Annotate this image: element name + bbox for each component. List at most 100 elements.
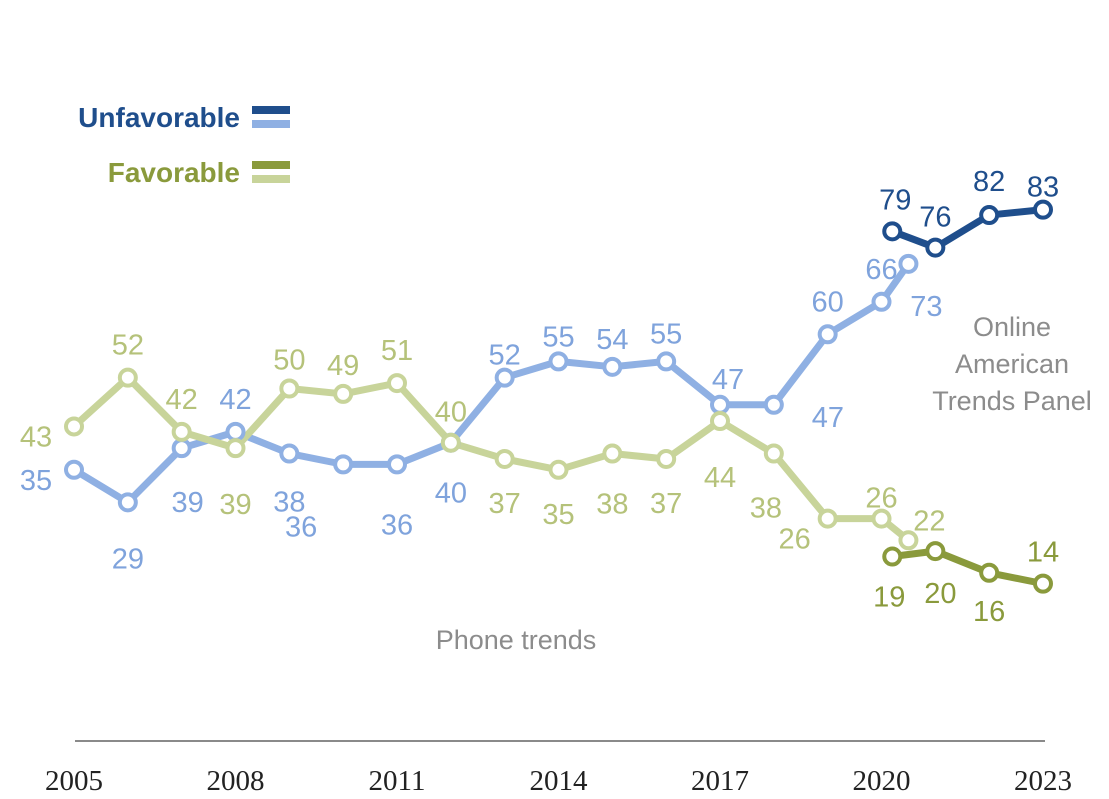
x-tick-label: 2005: [45, 765, 103, 797]
data-point: [494, 367, 515, 388]
data-label: 52: [112, 330, 144, 362]
series-points: [64, 199, 1053, 594]
data-label: 52: [489, 340, 521, 372]
data-point: [279, 378, 300, 399]
data-label: 47: [812, 402, 844, 434]
data-point: [882, 221, 903, 242]
data-point: [882, 546, 903, 567]
data-point: [817, 508, 838, 529]
data-label: 37: [489, 488, 521, 520]
legend: Unfavorable Favorable: [78, 102, 290, 188]
data-label: 43: [20, 421, 52, 453]
data-label: 26: [779, 524, 811, 556]
legend-swatch-unfavorable-phone: [252, 120, 290, 128]
data-point: [333, 454, 354, 475]
data-label: 38: [750, 493, 782, 525]
data-label: 29: [112, 543, 144, 575]
data-label: 54: [596, 324, 628, 356]
data-label: 36: [285, 511, 317, 543]
x-axis-ticks: 2005 2008 2011 2014 2017 2020 2023: [45, 765, 1072, 797]
data-point: [871, 291, 892, 312]
data-label: 49: [327, 350, 359, 382]
x-tick-label: 2017: [691, 765, 749, 797]
data-point: [602, 356, 623, 377]
data-label: 55: [650, 318, 682, 350]
data-point: [979, 205, 1000, 226]
data-point: [710, 394, 730, 415]
data-label: 38: [273, 487, 305, 519]
data-point: [440, 432, 461, 453]
data-label: 40: [435, 478, 467, 510]
legend-swatch-favorable-online: [252, 161, 290, 169]
data-point: [387, 454, 407, 475]
data-label: 66: [865, 254, 897, 286]
data-point: [225, 421, 246, 442]
data-point: [925, 541, 946, 562]
x-tick-label: 2008: [207, 765, 265, 797]
data-point: [548, 351, 569, 372]
data-point: [763, 394, 784, 415]
data-label: 76: [919, 202, 951, 234]
x-tick-label: 2020: [853, 765, 911, 797]
data-label: 22: [913, 505, 945, 537]
data-label: 47: [712, 364, 744, 396]
annotation-phone-trends: Phone trends: [436, 625, 597, 655]
data-label: 36: [381, 509, 413, 541]
data-label: 35: [542, 499, 574, 531]
data-label: 79: [879, 184, 911, 216]
data-point: [817, 324, 838, 345]
legend-swatch-unfavorable-online: [252, 106, 290, 114]
data-label: 26: [865, 483, 897, 515]
data-label: 35: [20, 465, 52, 497]
data-point: [656, 351, 677, 372]
data-point: [279, 443, 300, 464]
annotation-online-panel: Online American Trends Panel: [932, 312, 1092, 416]
data-point: [64, 459, 84, 480]
data-label: 83: [1027, 172, 1059, 204]
data-point: [171, 438, 192, 459]
data-point: [225, 438, 246, 459]
data-label: 38: [596, 489, 628, 521]
data-point: [64, 416, 84, 437]
x-tick-label: 2011: [369, 765, 426, 797]
data-point: [548, 459, 569, 480]
data-label: 42: [219, 384, 251, 416]
data-label: 39: [172, 487, 204, 519]
data-point: [710, 411, 730, 432]
legend-swatch-favorable-phone: [252, 175, 290, 183]
data-label: 44: [704, 462, 736, 494]
data-point: [602, 443, 623, 464]
data-label: 55: [542, 321, 574, 353]
data-point: [387, 373, 407, 394]
data-point: [871, 508, 892, 529]
data-label: 19: [873, 582, 905, 614]
data-label: 50: [273, 345, 305, 377]
data-label: 20: [924, 578, 956, 610]
data-point: [925, 237, 946, 258]
data-point: [898, 530, 919, 551]
data-point: [117, 367, 138, 388]
data-label: 82: [973, 166, 1005, 198]
data-point: [117, 492, 138, 513]
data-label: 37: [650, 488, 682, 520]
data-point: [656, 448, 677, 469]
annotations: Online American Trends Panel Phone trends: [436, 312, 1092, 655]
data-point: [979, 562, 1000, 583]
data-label: 39: [219, 489, 251, 521]
data-label: 42: [166, 384, 198, 416]
data-label: 60: [812, 286, 844, 318]
series-line: [888, 206, 1047, 252]
legend-label-unfavorable: Unfavorable: [78, 102, 240, 133]
x-tick-label: 2023: [1014, 765, 1072, 797]
data-label: 14: [1027, 537, 1059, 569]
data-point: [333, 383, 354, 404]
series-line: [888, 547, 1047, 588]
data-point: [1033, 199, 1053, 220]
x-tick-label: 2014: [530, 765, 589, 797]
data-label: 16: [973, 596, 1005, 628]
data-label: 73: [910, 291, 942, 323]
data-point: [898, 253, 919, 274]
data-point: [494, 448, 515, 469]
